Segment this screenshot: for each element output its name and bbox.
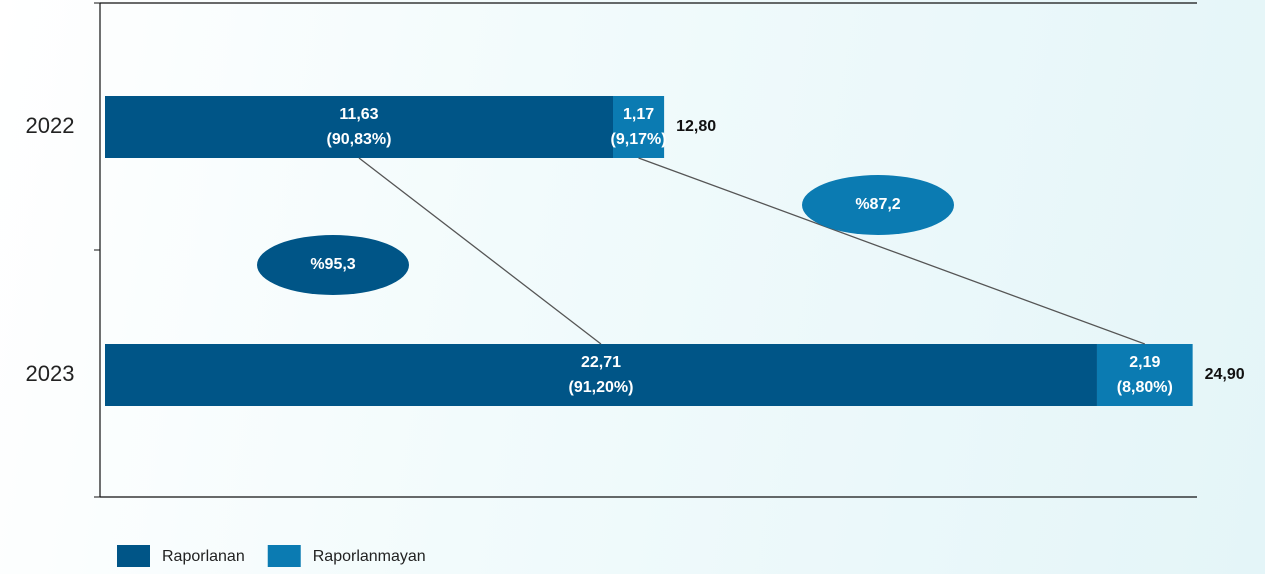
bar-segment xyxy=(1096,344,1193,406)
share-label: (91,20%) xyxy=(569,379,634,396)
connector-line xyxy=(638,157,1146,345)
annotation-bubble xyxy=(802,175,954,235)
category-label: 2023 xyxy=(26,361,75,386)
legend-swatch xyxy=(117,545,150,567)
share-label: (9,17%) xyxy=(611,131,667,148)
legend-label: Raporlanmayan xyxy=(313,548,426,565)
category-label: 2022 xyxy=(26,113,75,138)
legend-swatch xyxy=(267,545,301,567)
bar-segment xyxy=(105,344,1097,406)
share-label: (90,83%) xyxy=(327,131,392,148)
share-label: (8,80%) xyxy=(1117,379,1173,396)
annotation-bubble xyxy=(257,235,409,295)
value-label: 1,17 xyxy=(623,106,654,123)
annotation-label: %95,3 xyxy=(310,256,355,273)
value-label: 11,63 xyxy=(339,106,378,123)
total-label: 12,80 xyxy=(676,118,716,135)
annotation-label: %87,2 xyxy=(855,196,900,213)
legend-label: Raporlanan xyxy=(162,548,245,565)
total-label: 24,90 xyxy=(1205,366,1245,383)
bar-segment xyxy=(612,96,665,158)
bar-segment xyxy=(105,96,613,158)
value-label: 2,19 xyxy=(1129,354,1160,371)
connector-line xyxy=(358,157,602,345)
value-label: 22,71 xyxy=(581,354,621,371)
